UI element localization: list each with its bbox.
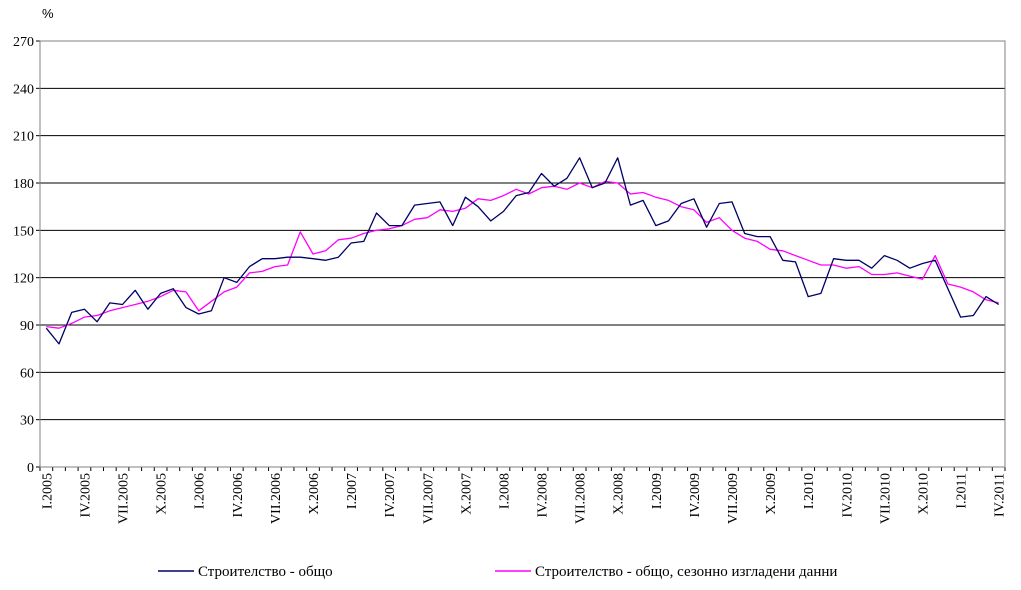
series-line-1 (45, 157, 1000, 345)
x-tick-label: IV.2005 (78, 473, 93, 517)
x-tick-label: I.2006 (193, 473, 208, 509)
y-tick-label: 210 (13, 130, 34, 145)
x-tick-label: X.2007 (459, 473, 474, 515)
x-tick-label: VII.2009 (726, 473, 741, 524)
series-line-2 (46, 180, 999, 329)
y-axis-unit-label: % (42, 6, 54, 21)
y-tick-label: 270 (13, 35, 34, 50)
y-tick-label: 30 (20, 414, 34, 429)
legend-label-2: Строителство - общо, сезонно изгладени д… (535, 564, 837, 580)
x-tick-label: I.2007 (345, 473, 360, 509)
x-tick-label: X.2010 (916, 473, 931, 515)
grid-lines (40, 40, 1005, 468)
x-tick-label: I.2009 (650, 473, 665, 509)
plot-area (39, 40, 1006, 468)
x-tick-label: IV.2009 (688, 473, 703, 517)
y-tick-label: 180 (13, 177, 34, 192)
legend-label-1: Строителство - общо (198, 564, 333, 580)
y-axis-ticks: 0 30 60 90 120 150 180 210 240 270 (13, 35, 40, 476)
x-tick-label: I.2011 (955, 473, 970, 509)
x-tick-label: X.2008 (612, 473, 627, 515)
x-tick-label: VII.2006 (269, 473, 284, 524)
y-tick-label: 0 (27, 461, 34, 476)
x-tick-label: I.2005 (40, 473, 55, 509)
legend: Строителство - общо Строителство - общо, … (158, 564, 837, 580)
y-tick-label: 90 (20, 319, 34, 334)
x-tick-label: VII.2010 (878, 473, 893, 524)
series-lines (45, 157, 1000, 345)
x-tick-label: IV.2011 (993, 473, 1008, 517)
y-tick-label: 150 (13, 224, 34, 239)
x-tick-label: IV.2006 (231, 473, 246, 517)
x-tick-label: X.2006 (307, 473, 322, 515)
x-tick-label: X.2009 (764, 473, 779, 515)
x-tick-label: I.2008 (497, 473, 512, 509)
x-tick-label: IV.2008 (536, 473, 551, 517)
x-tick-label: VII.2007 (421, 473, 436, 524)
y-tick-label: 240 (13, 82, 34, 97)
y-tick-label: 60 (20, 366, 34, 381)
x-tick-label: VII.2008 (574, 473, 589, 524)
x-tick-label: IV.2007 (383, 473, 398, 517)
x-tick-label: X.2005 (155, 473, 170, 515)
x-axis-ticks: I.2005 IV.2005 VII.2005 X.2005 I.2006 IV.2006… (39, 467, 1008, 524)
x-tick-label: VII.2005 (117, 473, 132, 524)
x-tick-label: IV.2010 (840, 473, 855, 517)
y-tick-label: 120 (13, 272, 34, 287)
x-tick-label: I.2010 (802, 473, 817, 509)
